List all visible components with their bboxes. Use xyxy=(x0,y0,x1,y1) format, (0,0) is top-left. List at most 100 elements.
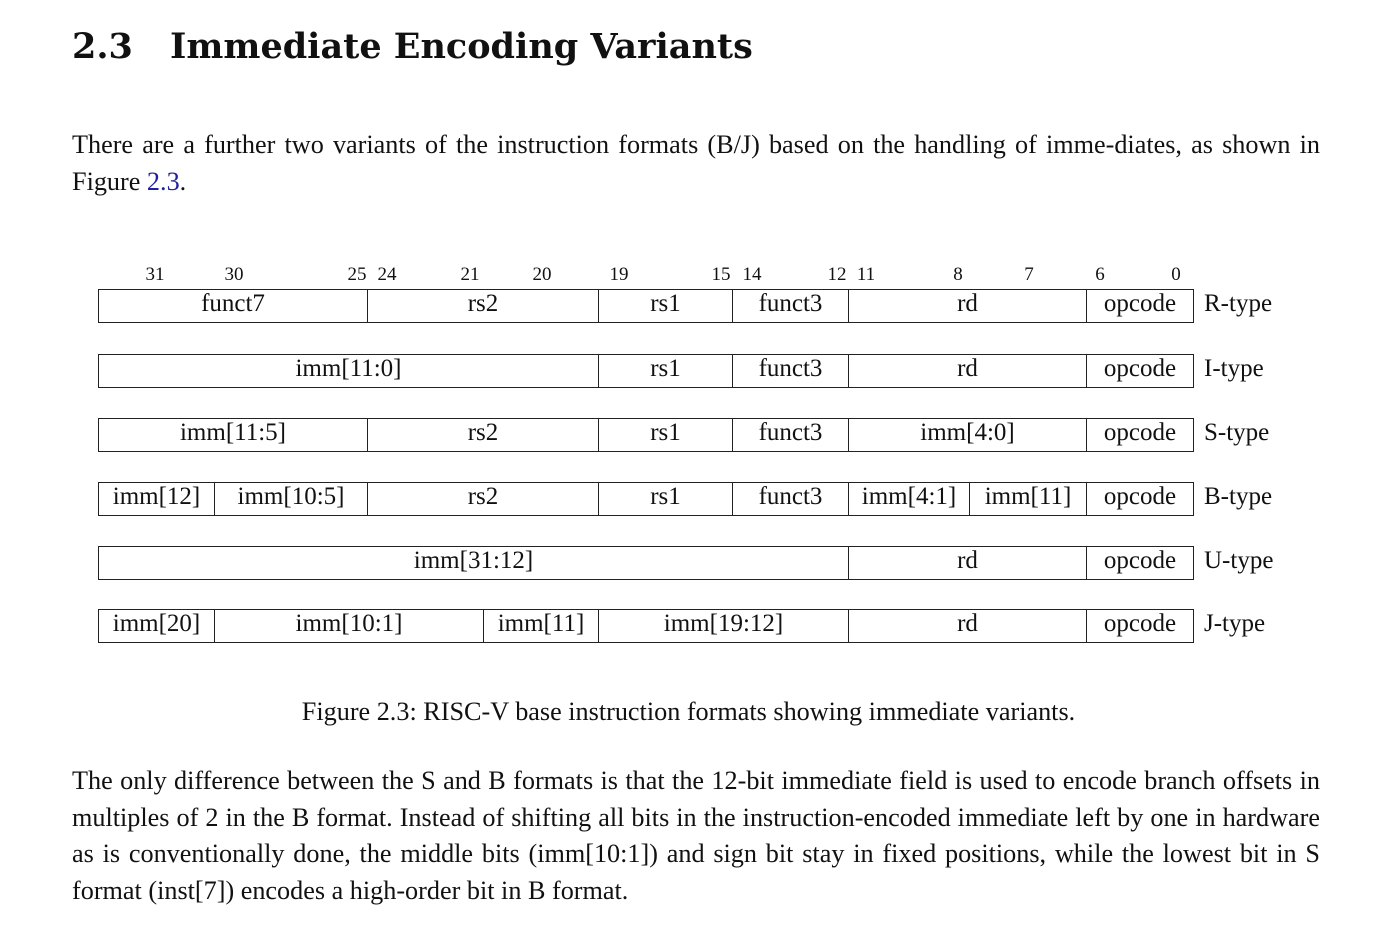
bit-label: 14 xyxy=(742,264,762,285)
field-label: rs2 xyxy=(467,483,499,510)
format-type-label: B-type xyxy=(1204,483,1273,510)
format-row-u-type: imm[31:12] rd opcode xyxy=(98,546,1194,580)
format-type-label: I-type xyxy=(1204,355,1264,382)
field-cell: rs1 xyxy=(598,482,733,516)
field-label: imm[11] xyxy=(984,483,1072,510)
field-label: rs1 xyxy=(650,355,681,382)
field-cell: rs2 xyxy=(367,418,599,452)
field-cell: opcode xyxy=(1086,482,1194,516)
figure-reference-link[interactable]: 2.3 xyxy=(146,166,180,196)
field-cell: imm[20] xyxy=(98,609,215,643)
bit-label: 6 xyxy=(1095,264,1105,285)
field-cell: imm[11] xyxy=(483,609,599,643)
field-cell: imm[11:5] xyxy=(98,418,368,452)
field-cell: rd xyxy=(848,609,1087,643)
bit-label: 11 xyxy=(856,264,876,285)
bit-label: 31 xyxy=(145,264,165,285)
bit-label: 21 xyxy=(460,264,480,285)
field-label: imm[31:12] xyxy=(413,547,534,574)
field-label: imm[11:5] xyxy=(179,419,286,446)
field-cell: rd xyxy=(848,354,1087,388)
field-label: rd xyxy=(957,355,978,382)
bit-label: 0 xyxy=(1171,264,1181,285)
bit-label: 30 xyxy=(224,264,244,285)
field-cell: funct7 xyxy=(98,289,368,323)
field-label: imm[4:1] xyxy=(861,483,957,510)
format-type-label: U-type xyxy=(1204,547,1274,574)
field-cell: opcode xyxy=(1086,354,1194,388)
field-label: funct3 xyxy=(758,419,823,446)
field-label: funct7 xyxy=(201,290,265,317)
field-cell: funct3 xyxy=(732,354,849,388)
field-label: funct3 xyxy=(758,355,823,382)
field-label: rd xyxy=(957,547,978,574)
figure-caption: Figure 2.3: RISC-V base instruction form… xyxy=(0,697,1377,727)
field-cell: imm[4:0] xyxy=(848,418,1087,452)
field-label: opcode xyxy=(1103,419,1177,446)
intro-text-end: . xyxy=(179,166,187,196)
field-cell: rs2 xyxy=(367,289,599,323)
field-cell: rd xyxy=(848,546,1087,580)
field-cell: rd xyxy=(848,289,1087,323)
field-label: rs1 xyxy=(650,419,681,446)
bit-label: 12 xyxy=(827,264,847,285)
field-label: imm[11:0] xyxy=(295,355,402,382)
field-label: imm[20] xyxy=(112,610,201,637)
format-type-label: J-type xyxy=(1204,610,1266,637)
bit-label: 15 xyxy=(711,264,731,285)
field-cell: opcode xyxy=(1086,609,1194,643)
field-label: imm[4:0] xyxy=(920,419,1015,446)
field-label: rd xyxy=(957,290,978,317)
figure-caption-text: Figure 2.3: RISC-V base instruction form… xyxy=(301,697,1076,726)
section-title: Immediate Encoding Variants xyxy=(170,26,753,67)
field-label: imm[10:1] xyxy=(295,610,403,637)
format-row-r-type: funct7 rs2 rs1 funct3 rd opcode xyxy=(98,289,1194,323)
field-cell: opcode xyxy=(1086,546,1194,580)
field-cell: imm[10:5] xyxy=(214,482,368,516)
body-paragraph: The only difference between the S and B … xyxy=(72,766,1320,905)
field-cell: imm[11:0] xyxy=(98,354,599,388)
intro-text: There are a further two variants of the … xyxy=(72,130,1320,196)
field-label: rs2 xyxy=(467,419,499,446)
field-label: opcode xyxy=(1103,355,1177,382)
format-row-b-type: imm[12] imm[10:5] rs2 rs1 funct3 imm[4:1] imm[… xyxy=(98,482,1194,516)
field-cell: rs2 xyxy=(367,482,599,516)
field-label: imm[11] xyxy=(497,610,585,637)
field-label: funct3 xyxy=(758,290,823,317)
field-cell: rs1 xyxy=(598,418,733,452)
field-cell: rs1 xyxy=(598,289,733,323)
section-number: 2.3 xyxy=(72,26,133,67)
field-cell: rs1 xyxy=(598,354,733,388)
section-heading: 2.3 Immediate Encoding Variants xyxy=(72,26,753,67)
field-label: imm[12] xyxy=(112,483,201,510)
format-type-label: R-type xyxy=(1204,290,1273,317)
field-label: opcode xyxy=(1103,547,1177,574)
field-label: imm[19:12] xyxy=(663,610,784,637)
bit-label: 8 xyxy=(953,264,963,285)
field-label: funct3 xyxy=(758,483,823,510)
field-label: opcode xyxy=(1103,483,1177,510)
field-cell: imm[12] xyxy=(98,482,215,516)
intro-paragraph: There are a further two variants of the … xyxy=(72,127,1320,200)
field-label: opcode xyxy=(1103,290,1177,317)
field-label: rs1 xyxy=(650,290,681,317)
field-cell: imm[31:12] xyxy=(98,546,849,580)
field-cell: imm[11] xyxy=(969,482,1087,516)
field-label: opcode xyxy=(1103,610,1177,637)
bit-label: 7 xyxy=(1024,264,1034,285)
field-label: imm[10:5] xyxy=(237,483,345,510)
format-row-j-type: imm[20] imm[10:1] imm[11] imm[19:12] rd opcod… xyxy=(98,609,1194,643)
bit-label: 19 xyxy=(609,264,629,285)
bit-label: 25 xyxy=(347,264,367,285)
field-cell: funct3 xyxy=(732,482,849,516)
format-row-i-type: imm[11:0] rs1 funct3 rd opcode xyxy=(98,354,1194,388)
format-type-label: S-type xyxy=(1204,419,1270,446)
field-label: rs2 xyxy=(467,290,499,317)
field-label: rs1 xyxy=(650,483,681,510)
field-cell: opcode xyxy=(1086,289,1194,323)
field-cell: funct3 xyxy=(732,289,849,323)
field-cell: imm[10:1] xyxy=(214,609,484,643)
bit-label: 24 xyxy=(377,264,397,285)
field-cell: opcode xyxy=(1086,418,1194,452)
format-row-s-type: imm[11:5] rs2 rs1 funct3 imm[4:0] opcode xyxy=(98,418,1194,452)
